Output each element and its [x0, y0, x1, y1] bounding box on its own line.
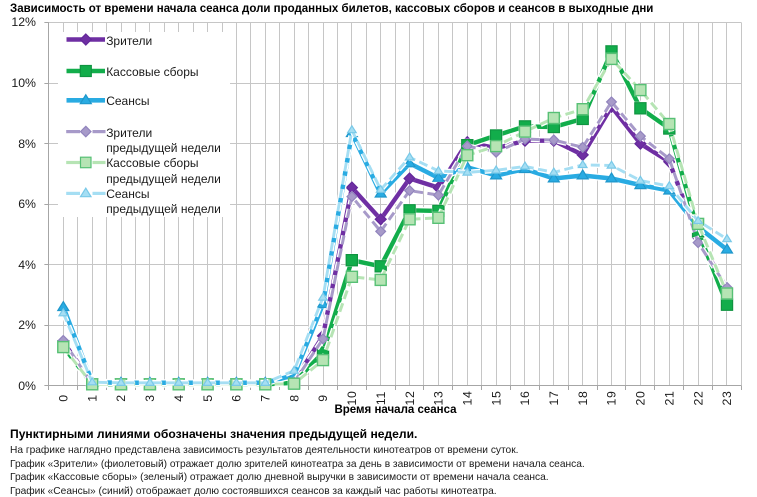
svg-text:22: 22	[691, 390, 705, 405]
svg-text:2: 2	[114, 394, 128, 402]
svg-text:10: 10	[345, 390, 359, 405]
svg-text:21: 21	[663, 390, 677, 405]
svg-text:5: 5	[201, 394, 215, 402]
svg-text:4: 4	[172, 394, 186, 402]
svg-text:0: 0	[57, 394, 71, 402]
svg-text:17: 17	[547, 390, 561, 405]
svg-text:16: 16	[518, 390, 532, 405]
svg-text:18: 18	[576, 390, 590, 405]
svg-text:9: 9	[316, 394, 330, 402]
svg-text:14: 14	[461, 390, 475, 405]
svg-text:20: 20	[634, 390, 648, 405]
svg-text:13: 13	[432, 390, 446, 405]
svg-text:15: 15	[489, 390, 503, 405]
svg-text:12: 12	[403, 390, 417, 405]
svg-text:3: 3	[143, 394, 157, 402]
svg-text:19: 19	[605, 390, 619, 405]
svg-text:11: 11	[374, 391, 388, 405]
svg-text:1: 1	[85, 394, 99, 402]
svg-text:23: 23	[720, 390, 734, 405]
svg-text:7: 7	[259, 394, 273, 402]
svg-text:6: 6	[230, 394, 244, 402]
svg-text:8: 8	[287, 394, 301, 402]
